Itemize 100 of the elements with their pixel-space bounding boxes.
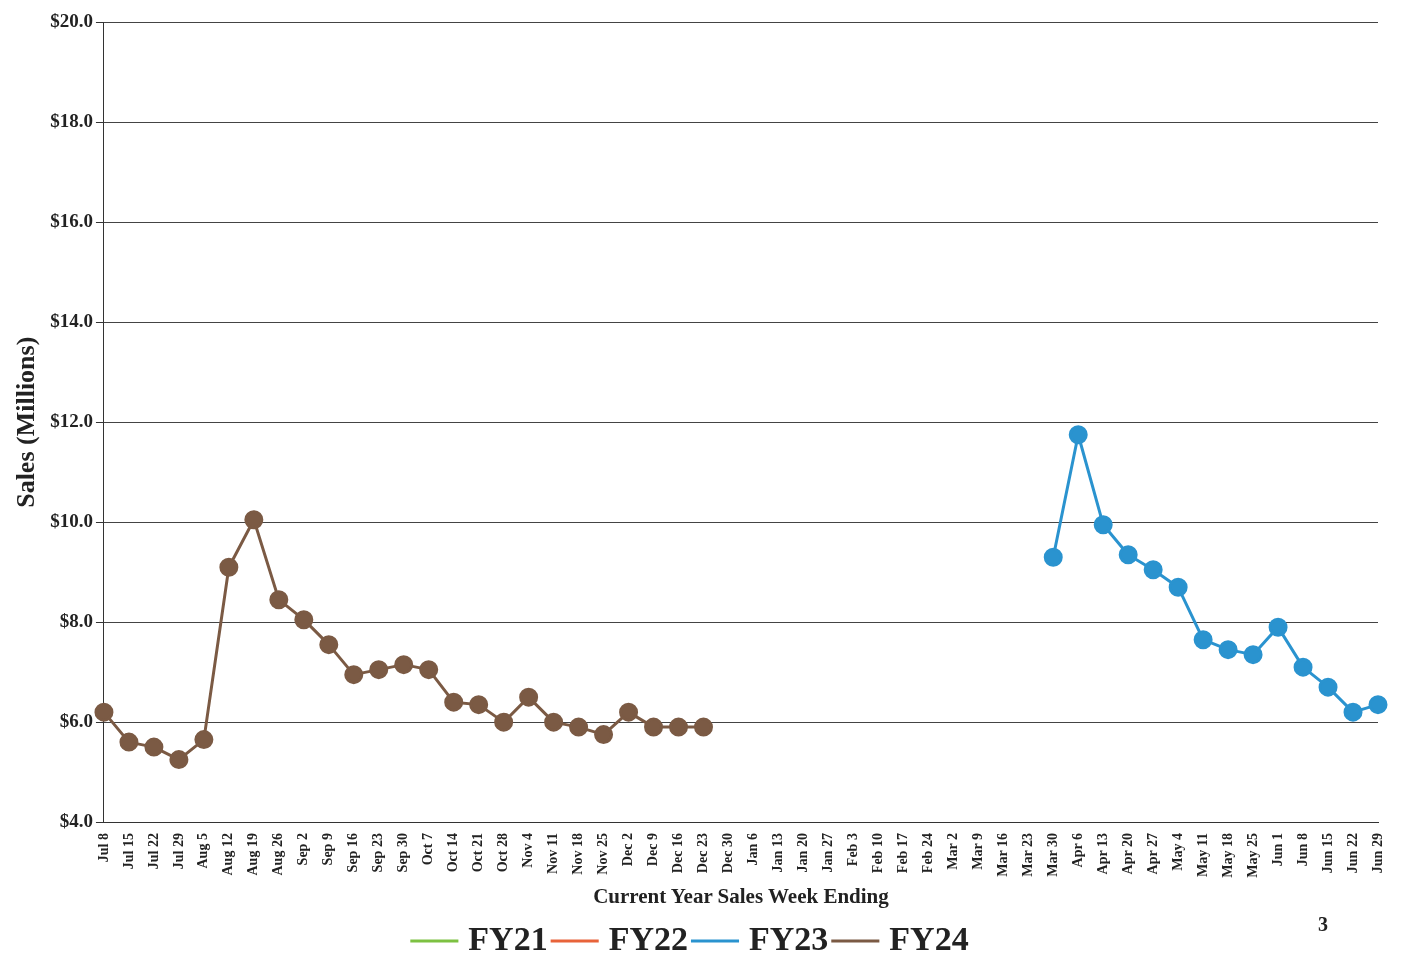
x-tick-label: May 4 (1169, 833, 1185, 871)
x-tick-label: Jul 15 (120, 833, 136, 870)
x-tick-label: Nov 25 (595, 833, 611, 875)
point (669, 717, 689, 737)
x-tick-label: Mar 30 (1044, 833, 1060, 877)
x-tick-label: Dec 2 (620, 833, 636, 867)
x-tick-label: Dec 30 (720, 833, 736, 874)
point (94, 702, 114, 722)
point (219, 557, 239, 577)
legend-label: FY21 (468, 919, 548, 957)
y-tick-label: $20.0 (50, 10, 93, 32)
x-tick-label: Aug 5 (195, 833, 211, 869)
x-tick-label: Jul 29 (170, 833, 186, 870)
x-tick-label: Aug 12 (220, 833, 236, 876)
point (419, 660, 439, 680)
x-tick-label: Oct 21 (470, 833, 486, 873)
x-tick-label: May 18 (1219, 833, 1235, 878)
point (144, 737, 164, 757)
point (1043, 547, 1063, 567)
point (1343, 702, 1363, 722)
point (1243, 645, 1263, 665)
x-tick-label: Mar 2 (944, 833, 960, 870)
x-tick-label: Jul 8 (95, 833, 111, 863)
y-tick-label: $12.0 (50, 410, 93, 432)
x-tick-label: Jan 27 (820, 833, 836, 873)
point (244, 510, 264, 530)
x-tick-label: Dec 16 (670, 833, 686, 874)
point (319, 635, 339, 655)
x-tick-label: Sep 2 (295, 833, 311, 866)
y-tick-label: $10.0 (50, 510, 93, 532)
x-tick-label: Oct 7 (420, 833, 436, 866)
x-tick-label: Sep 16 (345, 833, 361, 873)
point (1268, 617, 1288, 637)
point (1193, 630, 1213, 650)
y-tick-label: $16.0 (50, 210, 93, 232)
point (1368, 695, 1388, 715)
legend-label: FY23 (749, 919, 829, 957)
x-tick-label: Jul 22 (145, 833, 161, 870)
x-tick-label: Jun 22 (1344, 833, 1360, 874)
x-tick-label: Oct 14 (445, 833, 461, 873)
point (269, 590, 289, 610)
point (644, 717, 664, 737)
x-tick-label: Feb 3 (845, 833, 860, 867)
x-tick-label: Jan 20 (795, 833, 811, 873)
point (1118, 545, 1138, 565)
point (594, 725, 614, 745)
point (469, 695, 489, 715)
x-tick-label: Jan 6 (745, 833, 761, 866)
x-tick-label: Sep 9 (320, 833, 336, 866)
point (694, 717, 713, 737)
x-tick-label: Apr 13 (1094, 833, 1110, 875)
point (1093, 515, 1113, 535)
x-tick-label: Mar 9 (969, 833, 985, 870)
point (1318, 677, 1338, 697)
point (119, 732, 139, 752)
x-tick-label: Apr 20 (1119, 833, 1135, 875)
x-tick-label: Sep 23 (370, 833, 386, 873)
point (344, 665, 364, 685)
y-tick-label: $14.0 (50, 310, 93, 332)
point (494, 712, 514, 732)
point (519, 687, 539, 707)
x-tick-label: Dec 23 (695, 833, 711, 874)
point (1143, 560, 1163, 580)
point (294, 610, 314, 630)
x-tick-label: Dec 9 (645, 833, 661, 867)
x-tick-label: Feb 24 (919, 833, 935, 874)
x-tick-label: Jan 13 (770, 833, 786, 873)
x-tick-label: Nov 4 (520, 833, 536, 868)
y-tick-label: $4.0 (59, 809, 93, 831)
y-tick-label: $8.0 (59, 610, 93, 632)
x-tick-label: Jun 29 (1369, 833, 1385, 874)
x-tick-label: Apr 27 (1144, 833, 1160, 875)
x-tick-label: Nov 11 (545, 833, 561, 874)
x-tick-label: Sep 30 (395, 833, 411, 873)
x-tick-label: May 25 (1244, 833, 1260, 878)
legend-label: FY24 (889, 919, 969, 957)
y-axis-title: Sales (Millions) (11, 336, 41, 508)
x-tick-label: Oct 28 (495, 833, 511, 873)
x-tick-label: Aug 19 (245, 833, 261, 876)
point (369, 660, 389, 680)
point (444, 692, 464, 712)
x-tick-label: Mar 16 (994, 833, 1010, 877)
point (169, 750, 189, 770)
point (1218, 640, 1238, 660)
point (194, 730, 214, 750)
text: 3 (1318, 913, 1328, 936)
point (394, 655, 414, 675)
x-tick-label: Nov 18 (570, 833, 586, 875)
x-tick-label: Aug 26 (270, 833, 286, 876)
point (544, 712, 564, 732)
x-tick-label: Jun 15 (1319, 833, 1335, 874)
x-tick-label: May 11 (1194, 833, 1210, 878)
point (1068, 425, 1088, 445)
point (619, 702, 639, 722)
x-tick-label: Apr 6 (1069, 833, 1085, 868)
point (569, 717, 589, 737)
legend-label: FY22 (608, 919, 689, 957)
x-axis-title: Current Year Sales Week Ending (593, 883, 890, 908)
x-tick-label: Mar 23 (1019, 833, 1035, 877)
x-tick-label: Jun 1 (1269, 833, 1285, 867)
